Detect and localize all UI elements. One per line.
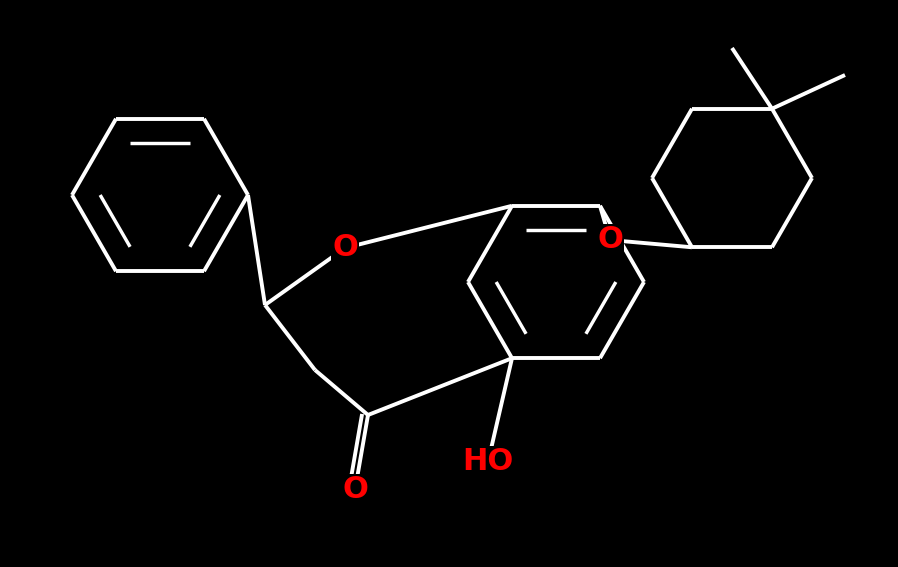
Text: O: O [332,234,358,263]
Text: HO: HO [462,447,514,476]
Text: O: O [342,476,368,505]
Text: O: O [597,226,623,255]
